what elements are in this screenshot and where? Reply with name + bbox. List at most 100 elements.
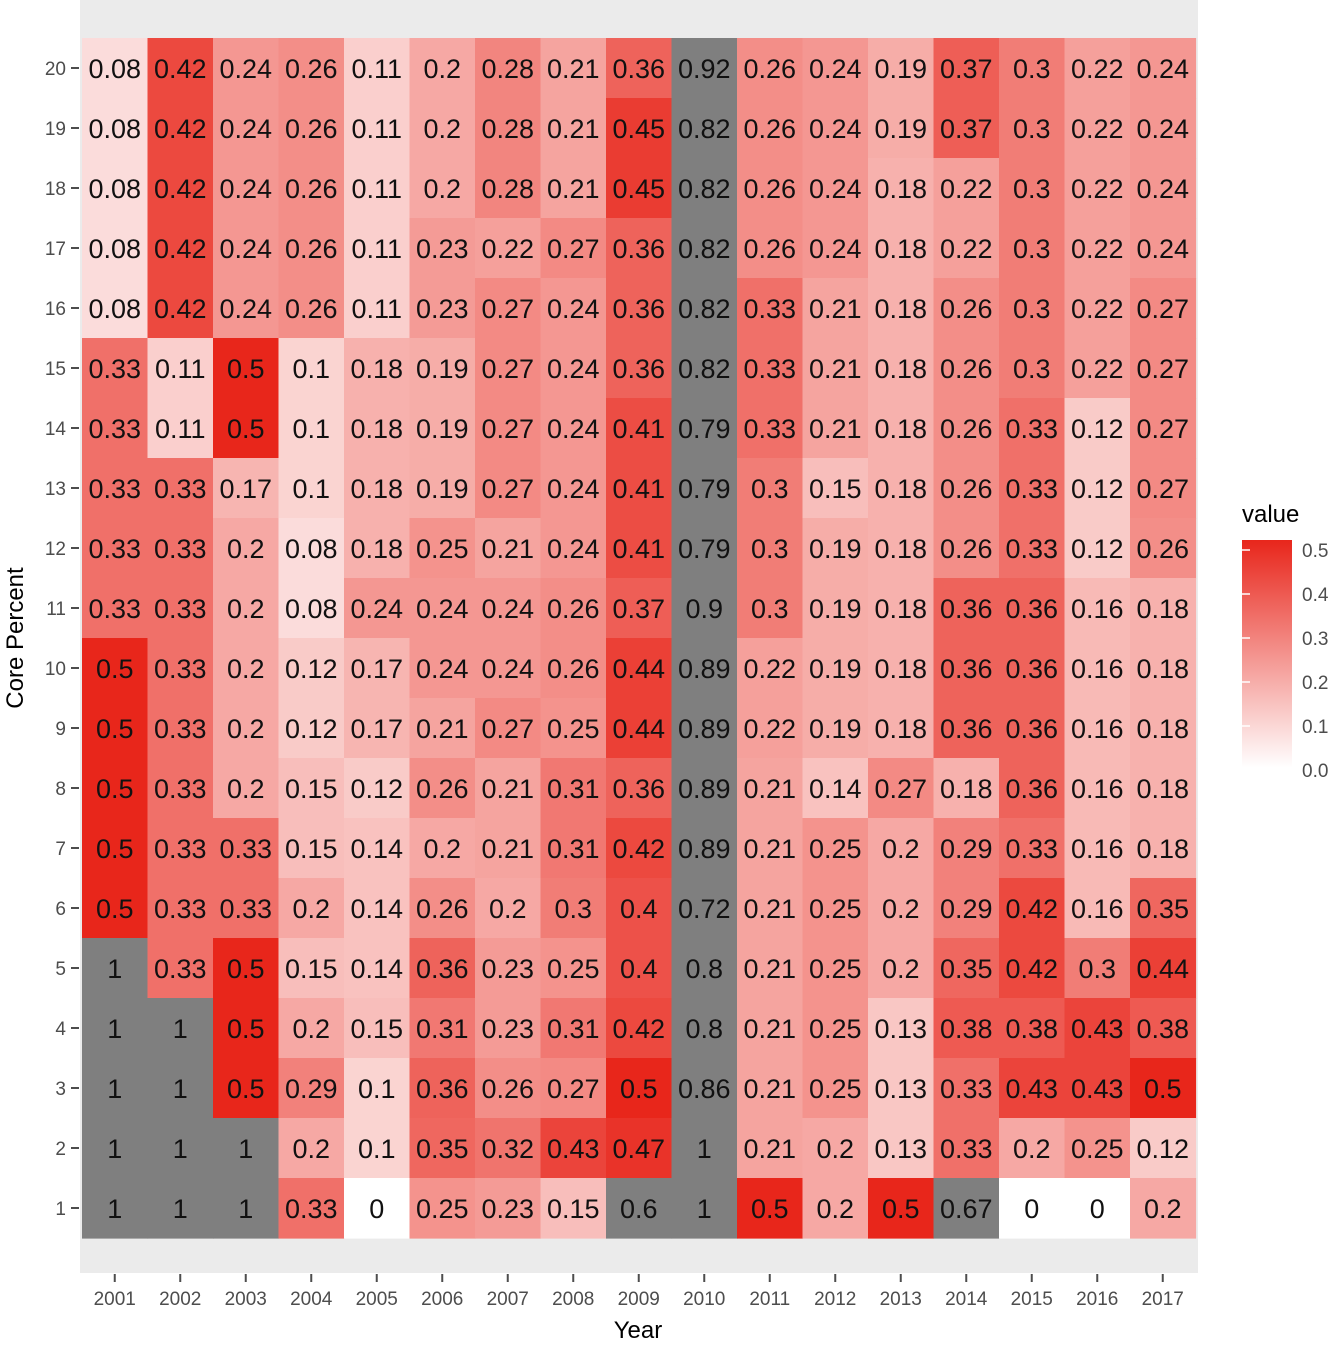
cell-value-label: 0.25 (809, 1074, 862, 1104)
heatmap-cell (82, 158, 149, 219)
heatmap-cell (409, 398, 476, 459)
x-tick-label: 2013 (880, 1289, 922, 1310)
heatmap-cell (147, 338, 214, 399)
heatmap-cell (278, 698, 345, 759)
cell-value-label: 0.36 (1005, 774, 1058, 804)
cell-value-label: 0.25 (809, 894, 862, 924)
cell-value-label: 0.72 (678, 894, 731, 924)
cell-value-label: 0 (1090, 1194, 1105, 1224)
cell-value-label: 0.9 (685, 594, 723, 624)
legend-colorbar (1242, 540, 1292, 768)
cell-value-label: 0.18 (874, 234, 927, 264)
heatmap-cell (671, 218, 738, 279)
cell-value-label: 0.35 (1136, 894, 1189, 924)
heatmap-cell (933, 698, 1000, 759)
cell-value-label: 0.24 (809, 114, 862, 144)
cell-value-label: 0.5 (96, 894, 134, 924)
cell-value-label: 0.31 (547, 1014, 600, 1044)
cell-value-label: 0.33 (219, 894, 272, 924)
heatmap-cell (671, 638, 738, 699)
heatmap-cell (409, 818, 476, 879)
heatmap-cell (802, 38, 869, 99)
heatmap-cell (999, 1058, 1066, 1119)
heatmap-cell (933, 98, 1000, 159)
heatmap-cell (671, 38, 738, 99)
heatmap-cell (540, 398, 607, 459)
heatmap-cell (344, 638, 411, 699)
cell-value-label: 0.21 (547, 174, 600, 204)
cell-value-label: 0.21 (809, 414, 862, 444)
cell-value-label: 0.14 (350, 834, 403, 864)
heatmap-cell (82, 398, 149, 459)
heatmap-cell (802, 458, 869, 519)
cell-labels: 0.08 0.42 0.24 0.26 0.11 0.2 0.28 0.21 0.36 0.92 0… (88, 54, 1189, 1224)
cell-value-label: 0.24 (481, 594, 534, 624)
heatmap-cell (606, 698, 673, 759)
cell-value-label: 0.42 (1005, 954, 1058, 984)
heatmap-cell (1130, 218, 1197, 279)
cell-value-label: 0.22 (1071, 54, 1124, 84)
heatmap-cell (409, 1178, 476, 1239)
heatmap-cell (671, 818, 738, 879)
cell-value-label: 0.24 (1136, 174, 1189, 204)
cell-value-label: 0.26 (481, 1074, 534, 1104)
x-tick-label: 2017 (1142, 1289, 1184, 1310)
heatmap-cell (1130, 278, 1197, 339)
cell-value-label: 0.26 (416, 894, 469, 924)
heatmap-cell (737, 278, 804, 339)
cell-value-label: 0.24 (350, 594, 403, 624)
heatmap-cell (147, 938, 214, 999)
cell-value-label: 0.21 (481, 774, 534, 804)
heatmap-cell (409, 278, 476, 339)
heatmap-cell (278, 338, 345, 399)
heatmap-cell (540, 758, 607, 819)
cell-value-label: 1 (238, 1134, 253, 1164)
cell-value-label: 0.19 (874, 114, 927, 144)
heatmap-cell (737, 938, 804, 999)
cell-value-label: 0.47 (612, 1134, 665, 1164)
heatmap-cell (344, 578, 411, 639)
heatmap-cell (82, 998, 149, 1059)
cell-value-label: 0.3 (1013, 54, 1051, 84)
cell-value-label: 1 (107, 1014, 122, 1044)
cell-value-label: 0.86 (678, 1074, 731, 1104)
y-axis-title: Core Percent (2, 567, 29, 709)
cell-value-label: 0.25 (547, 714, 600, 744)
cell-value-label: 0.38 (940, 1014, 993, 1044)
heatmap-cell (737, 818, 804, 879)
heatmap-cell (1064, 158, 1131, 219)
heatmap-cell (278, 518, 345, 579)
x-axis: 2001 2002 2003 2004 2005 2006 2007 2008 2009 2010… (94, 1274, 1184, 1310)
cell-value-label: 0.18 (1136, 594, 1189, 624)
legend-title: value (1242, 501, 1299, 528)
cell-value-label: 0.18 (874, 654, 927, 684)
heatmap-cell (933, 158, 1000, 219)
heatmap-cell (82, 1118, 149, 1179)
cell-value-label: 0.27 (1136, 354, 1189, 384)
cell-value-label: 0.26 (940, 414, 993, 444)
heatmap-cell (999, 338, 1066, 399)
heatmap-cell (933, 818, 1000, 879)
cell-value-label: 1 (173, 1074, 188, 1104)
x-tick-label: 2014 (945, 1289, 988, 1310)
heatmap-cell (606, 338, 673, 399)
heatmap-cell (737, 998, 804, 1059)
heatmap-cell (1064, 458, 1131, 519)
cell-value-label: 0.24 (416, 654, 469, 684)
cell-value-label: 0.24 (219, 294, 272, 324)
heatmap-cell (868, 578, 935, 639)
cell-value-label: 0.23 (416, 294, 469, 324)
heatmap-cell (1064, 398, 1131, 459)
heatmap-cell (737, 698, 804, 759)
heatmap-cell (933, 518, 1000, 579)
cell-value-label: 0.36 (1005, 654, 1058, 684)
cell-value-label: 0.33 (154, 654, 207, 684)
heatmap-cell (671, 938, 738, 999)
heatmap-cell (606, 398, 673, 459)
cell-value-label: 0.25 (416, 1194, 469, 1224)
cell-value-label: 0.89 (678, 714, 731, 744)
cell-value-label: 0.33 (743, 294, 796, 324)
cell-value-label: 0.36 (940, 654, 993, 684)
cell-value-label: 0.27 (481, 354, 534, 384)
heatmap-cell (147, 518, 214, 579)
